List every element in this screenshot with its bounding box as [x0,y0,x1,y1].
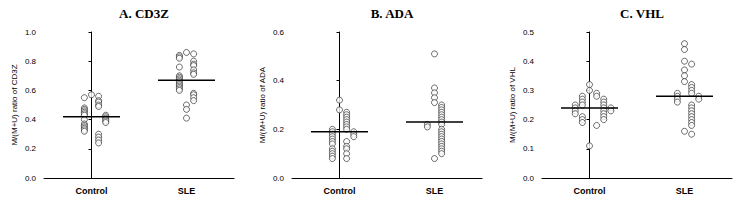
svg-text:0.2: 0.2 [523,115,535,124]
svg-text:0.6: 0.6 [273,28,285,37]
svg-text:SLE: SLE [676,186,694,196]
svg-text:0.0: 0.0 [523,174,535,183]
svg-text:Control: Control [574,186,606,196]
svg-text:B. ADA: B. ADA [371,6,414,21]
svg-text:0.3: 0.3 [523,86,535,95]
svg-text:Control: Control [76,186,108,196]
svg-text:1.0: 1.0 [25,28,37,37]
svg-text:M/(M+U) ratio of CD3Z: M/(M+U) ratio of CD3Z [10,64,19,145]
svg-text:0.0: 0.0 [25,174,37,183]
svg-text:SLE: SLE [178,186,196,196]
svg-text:0.1: 0.1 [523,144,535,153]
svg-text:0.2: 0.2 [25,144,37,153]
svg-text:0.5: 0.5 [523,28,535,37]
svg-text:0.2: 0.2 [273,125,285,134]
svg-text:0.8: 0.8 [25,57,37,66]
svg-text:M/(M+U) ratio of VHL: M/(M+U) ratio of VHL [508,67,517,143]
svg-text:0.4: 0.4 [523,57,535,66]
svg-text:0.0: 0.0 [273,174,285,183]
svg-text:A. CD3Z: A. CD3Z [119,6,169,21]
svg-text:0.4: 0.4 [25,115,37,124]
svg-text:0.6: 0.6 [25,86,37,95]
svg-text:SLE: SLE [426,186,444,196]
svg-text:0.4: 0.4 [273,76,285,85]
svg-text:Control: Control [324,186,356,196]
svg-text:C. VHL: C. VHL [620,6,664,21]
svg-text:M/(M+U) ratio of ADA: M/(M+U) ratio of ADA [258,66,267,143]
